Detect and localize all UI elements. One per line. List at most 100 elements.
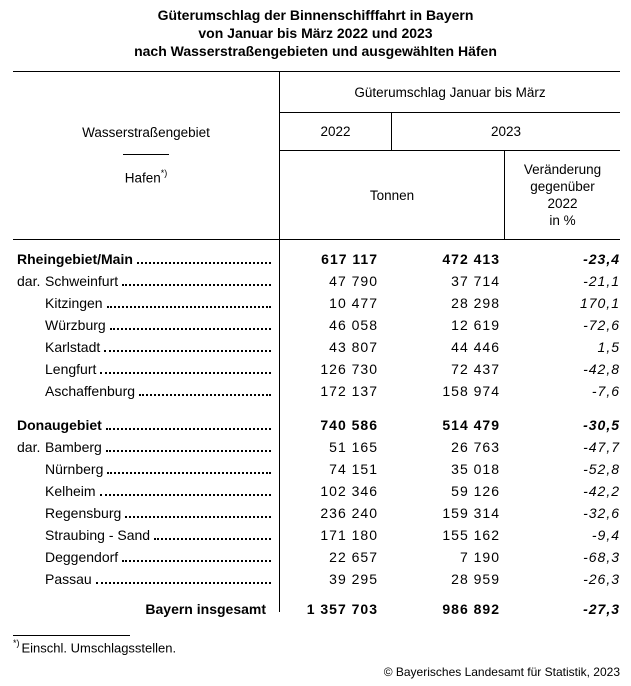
header-cell-span-title: Güterumschlag Januar bis März	[280, 72, 620, 113]
port-label-text: Hafen	[124, 170, 161, 186]
row-name-cell: dar. Bamberg	[13, 439, 280, 455]
row-label: Rheingebiet/Main	[17, 251, 133, 267]
dot-leader	[136, 262, 271, 264]
value-2023: 28 959	[451, 571, 500, 587]
table-row: Rheingebiet/Main 617 117 472 413 -23,4	[13, 248, 620, 270]
row-label: Lengfurt	[45, 361, 97, 377]
table-row: dar. Bamberg 51 165 26 763 -47,7	[13, 436, 620, 458]
row-name-cell: Kelheim	[13, 483, 280, 499]
value-change: -7,6	[591, 383, 620, 399]
value-2022: 74 151	[329, 461, 378, 477]
change-label-line-4: in %	[549, 213, 576, 228]
table-row: Lengfurt 126 730 72 437 -42,8	[13, 358, 620, 380]
table-row: Würzburg 46 058 12 619 -72,6	[13, 314, 620, 336]
value-2023: 72 437	[451, 361, 500, 377]
header-divider-rule	[123, 154, 169, 156]
dot-leader	[154, 538, 271, 540]
table-row: Nürnberg 74 151 35 018 -52,8	[13, 458, 620, 480]
value-2022: 10 477	[329, 295, 378, 311]
change-label-line-1: Veränderung	[523, 162, 602, 177]
table-row: dar. Schweinfurt 47 790 37 714 -21,1	[13, 270, 620, 292]
footnote: *) Einschl. Umschlagsstellen.	[13, 638, 176, 655]
header-year-row: 2022 2023	[280, 113, 620, 151]
row-name-cell: Regensburg	[13, 505, 280, 521]
header-cell-year-2022: 2022	[280, 113, 392, 150]
row-label: Würzburg	[45, 317, 106, 333]
value-2023: 7 190	[459, 549, 500, 565]
value-change: -52,8	[583, 461, 620, 477]
dot-leader	[125, 516, 271, 518]
value-2022: 1 357 703	[306, 601, 378, 617]
table-body: Rheingebiet/Main 617 117 472 413 -23,4 d…	[13, 240, 620, 620]
title-line-1: Güterumschlag der Binnenschifffahrt in B…	[157, 7, 474, 23]
dot-leader	[105, 428, 271, 430]
dot-leader	[109, 328, 271, 330]
row-label: Bamberg	[45, 439, 102, 455]
value-2022: 172 137	[320, 383, 378, 399]
footnote-marker: *)	[160, 168, 168, 179]
statistics-table: Wasserstraßengebiet Hafen*) Güterumschla…	[13, 71, 620, 620]
value-2023: 59 126	[451, 483, 500, 499]
value-change: -30,5	[583, 417, 620, 433]
row-label: Kelheim	[45, 483, 96, 499]
header-right-region: Güterumschlag Januar bis März 2022 2023 …	[280, 72, 620, 239]
row-label: Deggendorf	[45, 549, 119, 565]
value-change: -21,1	[583, 273, 620, 289]
change-label-line-2: gegenüber	[530, 179, 595, 194]
table-row: Bayern insgesamt 1 357 703 986 892 -27,3	[13, 598, 620, 620]
footnote-marker: *)	[13, 638, 20, 648]
header-port-label: Hafen*)	[124, 168, 168, 186]
title-line-3: nach Wasserstraßengebieten und ausgewähl…	[134, 43, 497, 59]
row-name-cell: Straubing - Sand	[13, 527, 280, 543]
section-gap	[13, 590, 620, 598]
value-change: -42,8	[583, 361, 620, 377]
header-cell-waterway-port: Wasserstraßengebiet Hafen*)	[13, 72, 280, 239]
dot-leader	[95, 582, 271, 584]
value-2023: 28 298	[451, 295, 500, 311]
value-change: -26,3	[583, 571, 620, 587]
value-2022: 47 790	[329, 273, 378, 289]
value-2023: 514 479	[442, 417, 500, 433]
table-row: Passau 39 295 28 959 -26,3	[13, 568, 620, 590]
value-2023: 155 162	[442, 527, 500, 543]
header-cell-change: Veränderung gegenüber 2022 in %	[505, 151, 620, 239]
dot-leader	[105, 450, 271, 452]
table-row: Straubing - Sand 171 180 155 162 -9,4	[13, 524, 620, 546]
value-2023: 26 763	[451, 439, 500, 455]
dot-leader	[99, 494, 271, 496]
title-line-2: von Januar bis März 2022 und 2023	[198, 25, 433, 41]
dot-leader	[104, 350, 271, 352]
darunter-label: dar.	[17, 273, 41, 289]
row-name-cell: Donaugebiet	[13, 417, 280, 433]
value-2023: 37 714	[451, 273, 500, 289]
value-change: -42,2	[583, 483, 620, 499]
table-row: Aschaffenburg 172 137 158 974 -7,6	[13, 380, 620, 402]
value-2022: 236 240	[320, 505, 378, 521]
page-title: Güterumschlag der Binnenschifffahrt in B…	[0, 6, 631, 60]
value-2023: 158 974	[442, 383, 500, 399]
row-label: Donaugebiet	[17, 417, 102, 433]
row-label: Nürnberg	[45, 461, 104, 477]
value-2022: 126 730	[320, 361, 378, 377]
value-change: -32,6	[583, 505, 620, 521]
row-label: Bayern insgesamt	[145, 601, 266, 617]
value-2022: 43 807	[329, 339, 378, 355]
dot-leader	[122, 560, 271, 562]
row-name-cell: Deggendorf	[13, 549, 280, 565]
value-change: -72,6	[583, 317, 620, 333]
value-2023: 44 446	[451, 339, 500, 355]
row-label: Schweinfurt	[45, 273, 119, 289]
row-label: Kitzingen	[45, 295, 103, 311]
table-row: Donaugebiet 740 586 514 479 -30,5	[13, 414, 620, 436]
row-name-cell: Bayern insgesamt	[13, 601, 280, 617]
table-row: Regensburg 236 240 159 314 -32,6	[13, 502, 620, 524]
value-2023: 35 018	[451, 461, 500, 477]
row-label: Regensburg	[45, 505, 122, 521]
header-cell-tonnes: Tonnen	[280, 151, 505, 239]
section-gap	[13, 402, 620, 414]
row-label: Karlstadt	[45, 339, 101, 355]
value-2023: 12 619	[451, 317, 500, 333]
dot-leader	[100, 372, 271, 374]
value-2022: 102 346	[320, 483, 378, 499]
row-name-cell: Lengfurt	[13, 361, 280, 377]
